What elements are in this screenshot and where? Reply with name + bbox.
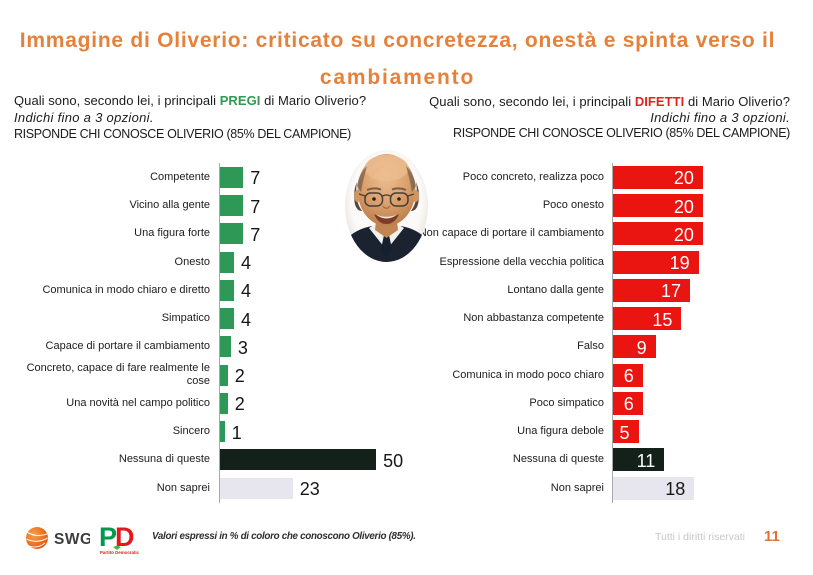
svg-text:D: D — [115, 522, 135, 552]
svg-text:SWG: SWG — [54, 531, 90, 548]
svg-text:Partito Democratico: Partito Democratico — [100, 550, 139, 555]
svg-text:P: P — [99, 522, 117, 552]
